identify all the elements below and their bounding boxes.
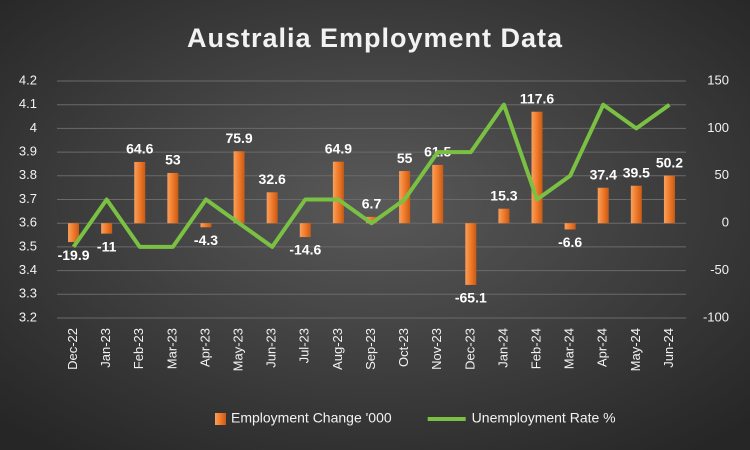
data-label: 6.7 <box>362 196 382 212</box>
y-tick-label: 3.3 <box>19 286 37 301</box>
bar <box>332 161 344 224</box>
y2-tick-label: 0 <box>722 215 729 230</box>
data-label: 75.9 <box>225 130 252 146</box>
bar <box>233 151 245 224</box>
data-label: 32.6 <box>259 171 286 187</box>
data-label: 64.6 <box>126 141 153 157</box>
x-tick-label: Jan-23 <box>98 328 113 368</box>
x-tick-label: Dec-23 <box>462 328 477 370</box>
chart-title: Australia Employment Data <box>187 23 563 53</box>
bar <box>167 172 179 224</box>
y2-tick-label: 100 <box>707 120 729 135</box>
y-tick-label: 4.2 <box>19 72 37 87</box>
y-tick-label: 4 <box>30 120 37 135</box>
x-tick-label: Nov-23 <box>429 328 444 370</box>
x-tick-label: Feb-23 <box>131 328 146 369</box>
x-tick-label: Apr-24 <box>595 328 610 367</box>
x-tick-label: Mar-23 <box>164 328 179 369</box>
data-label: -11 <box>97 238 117 254</box>
bar <box>134 161 146 224</box>
y2-tick-label: -100 <box>703 309 729 324</box>
x-tick-label: Oct-23 <box>396 328 411 367</box>
x-tick-label: Sep-23 <box>363 328 378 370</box>
y-tick-label: 3.5 <box>19 238 37 253</box>
y-tick-label: 4.1 <box>19 96 37 111</box>
data-label: 15.3 <box>490 187 517 203</box>
x-tick-label: Jun-24 <box>661 328 676 368</box>
x-tick-label: Jul-23 <box>297 328 312 363</box>
y-tick-label: 3.9 <box>19 144 37 159</box>
data-label: -65.1 <box>455 290 487 306</box>
x-tick-label: Aug-23 <box>330 328 345 370</box>
bar <box>465 223 477 285</box>
legend-swatch <box>215 413 226 425</box>
x-tick-label: May-24 <box>628 328 643 371</box>
line <box>71 102 671 249</box>
x-tick-label: May-23 <box>231 328 246 371</box>
data-label: 37.4 <box>590 166 617 182</box>
x-tick-label: Mar-24 <box>562 328 577 369</box>
x-tick-label: Apr-23 <box>197 328 212 367</box>
bar <box>266 192 278 224</box>
x-tick-label: Feb-24 <box>528 328 543 369</box>
legend-label: Employment Change '000 <box>231 410 392 426</box>
y2-tick-label: 50 <box>715 167 729 182</box>
bar <box>68 223 80 243</box>
data-label: -19.9 <box>58 247 90 263</box>
bar <box>597 187 609 224</box>
data-label: 117.6 <box>520 90 554 106</box>
y-tick-label: 3.8 <box>19 167 37 182</box>
bar <box>564 223 576 230</box>
bar <box>432 164 444 224</box>
data-label: 53 <box>165 152 181 168</box>
bar <box>498 208 510 224</box>
data-label: -4.3 <box>194 232 218 248</box>
bar <box>366 216 377 224</box>
data-label: -14.6 <box>289 242 321 258</box>
bar <box>101 223 113 234</box>
y-tick-label: 3.7 <box>19 191 37 206</box>
y-tick-label: 3.2 <box>19 309 37 324</box>
x-tick-label: Jan-24 <box>495 328 510 368</box>
legend-label: Unemployment Rate % <box>472 410 616 426</box>
data-label: -6.6 <box>558 234 582 250</box>
data-label: 64.9 <box>325 140 352 156</box>
data-label: 55 <box>397 150 413 166</box>
bar <box>299 223 311 238</box>
x-tick-label: Dec-22 <box>65 328 80 370</box>
x-tick-label: Jun-23 <box>264 328 279 368</box>
bar <box>663 175 675 224</box>
bar <box>630 185 642 224</box>
y2-tick-label: -50 <box>710 262 729 277</box>
y-tick-label: 3.4 <box>19 262 37 277</box>
bar <box>200 223 212 228</box>
y2-tick-label: 150 <box>707 72 729 87</box>
data-label: 50.2 <box>656 154 683 170</box>
y-tick-label: 3.6 <box>19 215 37 230</box>
bar <box>531 111 543 224</box>
data-label: 39.5 <box>623 164 650 180</box>
